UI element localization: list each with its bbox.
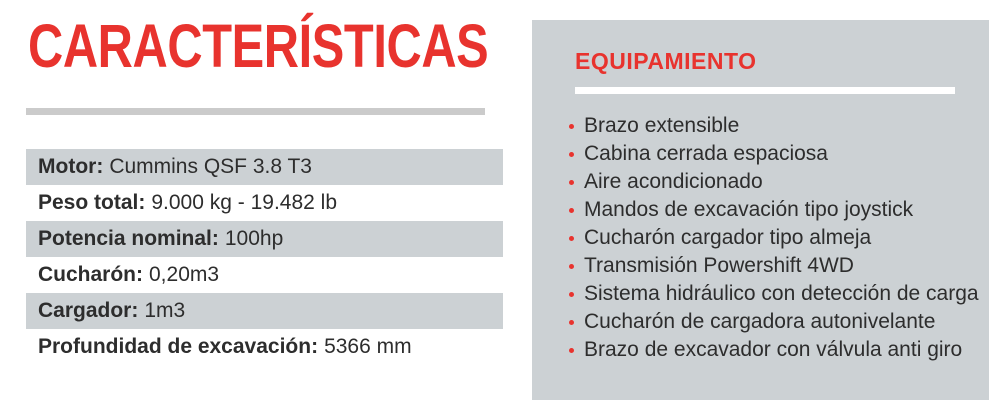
spec-value: 100hp [224, 227, 284, 250]
equipamiento-divider [575, 87, 955, 94]
spec-label: Cucharón: [38, 263, 143, 286]
equipment-list: Brazo extensible Cabina cerrada espacios… [569, 112, 979, 364]
bullet-icon [569, 151, 574, 157]
equipment-item-label: Transmisión Powershift 4WD [584, 254, 854, 277]
equipment-item-label: Brazo extensible [584, 114, 740, 137]
spec-label: Profundidad de excavación: [38, 335, 319, 358]
equipment-item: Brazo extensible [569, 112, 969, 140]
equipment-item: Mandos de excavación tipo joystick [569, 196, 969, 224]
bullet-icon [569, 347, 574, 353]
title-divider [26, 108, 485, 115]
equipment-item-label: Cucharón de cargadora autonivelante [584, 310, 936, 333]
spec-row: Motor: Cummins QSF 3.8 T3 [26, 149, 503, 185]
spec-value: 1m3 [144, 299, 186, 322]
equipment-item-label: Cucharón cargador tipo almeja [584, 226, 872, 249]
equipment-item: Aire acondicionado [569, 168, 969, 196]
equipment-item-label: Mandos de excavación tipo joystick [584, 198, 914, 221]
spec-value: 5366 mm [324, 335, 412, 358]
equipment-item: Transmisión Powershift 4WD [569, 252, 969, 280]
spec-row: Cucharón: 0,20m3 [26, 257, 503, 293]
equipment-item: Sistema hidráulico con detección de carg… [569, 280, 979, 308]
spec-value: Cummins QSF 3.8 T3 [109, 155, 312, 178]
spec-label: Motor: [38, 155, 104, 178]
spec-label: Potencia nominal: [38, 227, 219, 250]
spec-row: Cargador: 1m3 [26, 293, 503, 329]
spec-label: Peso total: [38, 191, 146, 214]
equipment-item: Brazo de excavador con válvula anti giro [569, 336, 969, 364]
spec-value: 0,20m3 [149, 263, 220, 286]
bullet-icon [569, 263, 574, 269]
equipment-item-label: Aire acondicionado [584, 170, 763, 193]
equipment-item: Cucharón cargador tipo almeja [569, 224, 969, 252]
bullet-icon [569, 207, 574, 213]
bullet-icon [569, 123, 574, 129]
caracteristicas-title: CARACTERÍSTICAS [28, 12, 489, 80]
bullet-icon [569, 291, 574, 297]
equipamiento-panel: EQUIPAMIENTO Brazo extensible Cabina cer… [532, 20, 989, 400]
equipment-item-label: Brazo de excavador con válvula anti giro [584, 338, 963, 361]
equipment-item: Cucharón de cargadora autonivelante [569, 308, 969, 336]
equipment-item-label: Cabina cerrada espaciosa [584, 142, 828, 165]
spec-value: 9.000 kg - 19.482 lb [151, 191, 337, 214]
spec-row: Profundidad de excavación: 5366 mm [26, 329, 503, 365]
spec-row: Peso total: 9.000 kg - 19.482 lb [26, 185, 503, 221]
equipamiento-title: EQUIPAMIENTO [575, 48, 757, 74]
bullet-icon [569, 319, 574, 325]
bullet-icon [569, 179, 574, 185]
bullet-icon [569, 235, 574, 241]
spec-table: Motor: Cummins QSF 3.8 T3 Peso total: 9.… [26, 149, 503, 365]
spec-label: Cargador: [38, 299, 139, 322]
equipment-item: Cabina cerrada espaciosa [569, 140, 969, 168]
equipment-item-label: Sistema hidráulico con detección de carg… [584, 282, 979, 305]
spec-row: Potencia nominal: 100hp [26, 221, 503, 257]
